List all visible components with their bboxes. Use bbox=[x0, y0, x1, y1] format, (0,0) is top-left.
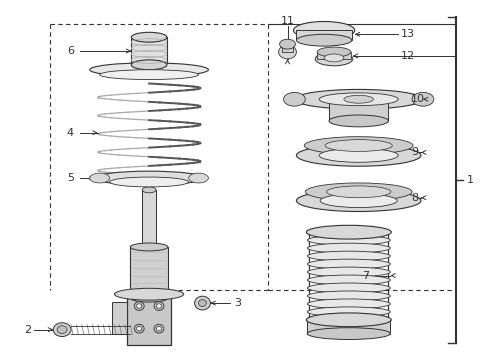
Ellipse shape bbox=[137, 304, 142, 308]
Ellipse shape bbox=[294, 22, 355, 39]
Ellipse shape bbox=[198, 300, 206, 306]
Ellipse shape bbox=[325, 140, 392, 152]
Ellipse shape bbox=[95, 171, 203, 185]
Bar bbox=[282, 44, 294, 52]
Ellipse shape bbox=[307, 299, 391, 309]
Ellipse shape bbox=[284, 93, 305, 106]
Ellipse shape bbox=[189, 173, 208, 183]
Text: 7: 7 bbox=[362, 270, 369, 280]
Text: 12: 12 bbox=[401, 51, 416, 61]
Ellipse shape bbox=[304, 137, 413, 154]
Ellipse shape bbox=[296, 190, 421, 212]
Ellipse shape bbox=[57, 326, 67, 334]
Ellipse shape bbox=[307, 328, 391, 339]
Ellipse shape bbox=[307, 307, 391, 317]
Bar bbox=[307, 318, 391, 334]
Text: 2: 2 bbox=[24, 325, 32, 335]
Ellipse shape bbox=[131, 60, 167, 70]
Ellipse shape bbox=[307, 243, 391, 253]
Text: 4: 4 bbox=[67, 128, 74, 138]
Text: 8: 8 bbox=[411, 193, 418, 203]
Text: 11: 11 bbox=[280, 17, 294, 27]
Ellipse shape bbox=[306, 313, 392, 327]
Text: 10: 10 bbox=[411, 94, 425, 104]
Ellipse shape bbox=[307, 267, 391, 277]
Ellipse shape bbox=[296, 145, 421, 166]
Ellipse shape bbox=[329, 115, 389, 127]
Bar bbox=[317, 52, 351, 59]
Ellipse shape bbox=[131, 32, 167, 42]
Ellipse shape bbox=[195, 296, 210, 310]
Ellipse shape bbox=[305, 183, 412, 201]
Ellipse shape bbox=[156, 304, 162, 308]
Text: 13: 13 bbox=[401, 29, 415, 39]
Ellipse shape bbox=[307, 291, 391, 301]
Ellipse shape bbox=[154, 324, 164, 333]
Ellipse shape bbox=[130, 294, 168, 302]
Ellipse shape bbox=[90, 63, 208, 77]
Ellipse shape bbox=[296, 34, 352, 46]
Ellipse shape bbox=[320, 194, 397, 208]
Text: 3: 3 bbox=[234, 298, 241, 308]
Ellipse shape bbox=[324, 54, 344, 62]
Ellipse shape bbox=[99, 70, 198, 80]
Ellipse shape bbox=[307, 235, 391, 245]
Ellipse shape bbox=[134, 324, 144, 333]
Ellipse shape bbox=[319, 93, 398, 106]
Ellipse shape bbox=[307, 275, 391, 285]
Bar bbox=[127, 294, 171, 345]
Ellipse shape bbox=[294, 89, 423, 109]
Ellipse shape bbox=[110, 177, 189, 187]
Ellipse shape bbox=[344, 95, 373, 103]
Bar bbox=[142, 190, 156, 251]
Ellipse shape bbox=[142, 187, 156, 193]
Text: 9: 9 bbox=[411, 148, 418, 157]
Ellipse shape bbox=[319, 148, 398, 162]
Ellipse shape bbox=[307, 315, 391, 325]
Ellipse shape bbox=[412, 93, 434, 106]
Bar bbox=[112, 302, 127, 334]
Bar bbox=[329, 99, 389, 121]
Ellipse shape bbox=[154, 302, 164, 310]
Ellipse shape bbox=[315, 52, 353, 66]
Ellipse shape bbox=[307, 259, 391, 269]
Ellipse shape bbox=[326, 186, 391, 198]
Ellipse shape bbox=[307, 283, 391, 293]
Text: 1: 1 bbox=[466, 175, 473, 185]
Ellipse shape bbox=[90, 173, 110, 183]
Bar bbox=[130, 247, 168, 298]
Ellipse shape bbox=[307, 251, 391, 261]
Bar bbox=[296, 30, 352, 40]
Ellipse shape bbox=[280, 39, 295, 49]
Ellipse shape bbox=[306, 225, 392, 239]
Ellipse shape bbox=[134, 302, 144, 310]
Ellipse shape bbox=[53, 323, 71, 337]
Text: 5: 5 bbox=[67, 173, 74, 183]
Text: 6: 6 bbox=[67, 46, 74, 56]
Ellipse shape bbox=[307, 227, 391, 237]
Ellipse shape bbox=[156, 327, 162, 331]
Ellipse shape bbox=[279, 45, 296, 59]
Ellipse shape bbox=[137, 327, 142, 331]
Ellipse shape bbox=[115, 288, 184, 300]
Bar bbox=[131, 37, 167, 65]
Ellipse shape bbox=[130, 243, 168, 251]
Ellipse shape bbox=[317, 47, 351, 57]
